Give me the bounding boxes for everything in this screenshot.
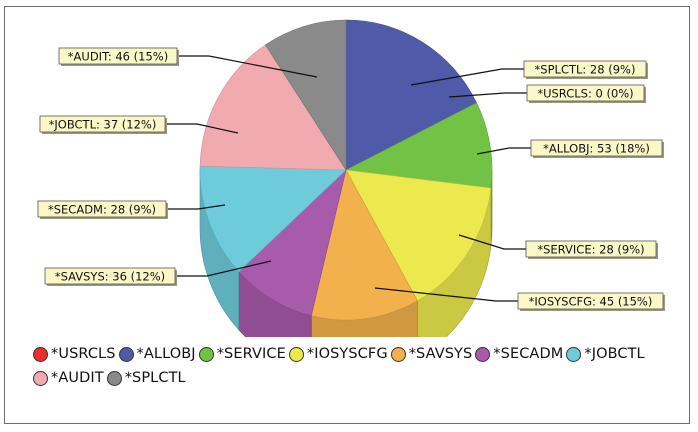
data-label-box: [523, 60, 647, 78]
data-label-text: *SPLCTL: 28 (9%): [535, 63, 636, 77]
data-label-box: [530, 139, 663, 157]
legend-swatch-allobj: [118, 346, 134, 362]
data-label-audit: *AUDIT: 46 (15%): [58, 47, 179, 66]
pie-slice-splctl: [265, 19, 347, 172]
data-label-usrcls: *USRCLS: 0 (0%): [526, 84, 646, 103]
leader-line-jobctl: [165, 123, 239, 134]
leader-line-usrcls: [448, 92, 527, 98]
data-label-text: *SAVSYS: 36 (12%): [55, 270, 165, 284]
leader-line-splctl: [410, 68, 524, 86]
legend-swatch-savsys: [390, 346, 406, 362]
data-label-box: [39, 115, 166, 133]
legend-swatch-splctl: [106, 370, 122, 386]
data-label-box: [517, 292, 664, 310]
pie-slice-secadm: [238, 169, 347, 317]
data-label-secadm: *SECADM: 28 (9%): [37, 200, 168, 219]
data-label-box: [37, 200, 167, 218]
pie-slice-savsys: [310, 169, 418, 321]
legend-swatch-usrcls: [33, 346, 48, 362]
pie-slice-iosyscfg: [345, 169, 492, 302]
legend-item-usrcls: *USRCLS: [33, 344, 116, 364]
legend-label-iosyscfg: *IOSYSCFG: [306, 346, 388, 362]
pie-slice-jobctl: [199, 165, 347, 273]
legend-item-secadm: *SECADM: [475, 344, 563, 364]
legend-swatch-audit: [33, 370, 48, 386]
legend-swatch-service: [198, 346, 214, 362]
data-label-text: *SERVICE: 28 (9%): [537, 243, 644, 257]
pie-slice-service: [344, 102, 493, 189]
legend-item-service: *SERVICE: [198, 344, 286, 364]
leader-line-service: [458, 234, 526, 250]
data-label-box: [58, 47, 178, 65]
data-label-splctl: *SPLCTL: 28 (9%): [523, 60, 648, 79]
data-label-text: *SECADM: 28 (9%): [48, 203, 156, 217]
data-label-allobj: *ALLOBJ: 53 (18%): [530, 139, 664, 158]
pie-slice-audit: [199, 44, 347, 171]
legend-item-jobctl: *JOBCTL: [566, 344, 645, 364]
data-label-savsys: *SAVSYS: 36 (12%): [44, 267, 177, 286]
legend-label-allobj: *ALLOBJ: [136, 346, 196, 362]
leader-line-secadm: [166, 204, 226, 210]
leader-line-savsys: [175, 260, 272, 277]
data-label-text: *IOSYSCFG: 45 (15%): [529, 295, 653, 309]
legend-label-service: *SERVICE: [216, 346, 286, 362]
legend-swatch-jobctl: [566, 346, 582, 362]
leader-line-allobj: [476, 147, 531, 155]
legend-item-splctl: *SPLCTL: [106, 368, 186, 388]
data-label-text: *USRCLS: 0 (0%): [537, 87, 633, 101]
legend-item-audit: *AUDIT: [33, 368, 104, 388]
legend-swatch-secadm: [475, 346, 491, 362]
leader-line-audit: [177, 55, 318, 78]
leader-line-iosyscfg: [374, 287, 518, 302]
data-label-box: [526, 84, 645, 102]
data-label-jobctl: *JOBCTL: 37 (12%): [39, 115, 167, 134]
chart-legend: *USRCLS *ALLOBJ *SERVICE *IOSYSCFG *SAVSYS *S…: [33, 344, 683, 388]
legend-label-usrcls: *USRCLS: [51, 346, 116, 362]
data-label-box: [525, 240, 657, 258]
legend-label-savsys: *SAVSYS: [408, 346, 473, 362]
legend-label-audit: *AUDIT: [51, 370, 104, 386]
data-label-text: *AUDIT: 46 (15%): [68, 50, 168, 64]
data-label-service: *SERVICE: 28 (9%): [525, 240, 658, 259]
data-label-iosyscfg: *IOSYSCFG: 45 (15%): [517, 292, 665, 311]
legend-item-allobj: *ALLOBJ: [118, 344, 196, 364]
chart-frame: *USRCLS: 0 (0%) *ALLOBJ: 53 (18%) *SERVICE…: [4, 6, 690, 424]
data-label-text: *JOBCTL: 37 (12%): [49, 118, 157, 132]
pie-chart: *USRCLS: 0 (0%) *ALLOBJ: 53 (18%) *SERVICE…: [37, 19, 665, 337]
legend-item-iosyscfg: *IOSYSCFG: [288, 344, 388, 364]
legend-swatch-iosyscfg: [288, 346, 304, 362]
data-label-box: [44, 267, 176, 285]
legend-label-secadm: *SECADM: [493, 346, 564, 362]
legend-item-savsys: *SAVSYS: [390, 344, 473, 364]
legend-label-splctl: *SPLCTL: [124, 370, 186, 386]
pie-slice-allobj: [345, 19, 477, 171]
legend-label-jobctl: *JOBCTL: [584, 346, 645, 362]
data-label-text: *ALLOBJ: 53 (18%): [543, 142, 650, 156]
